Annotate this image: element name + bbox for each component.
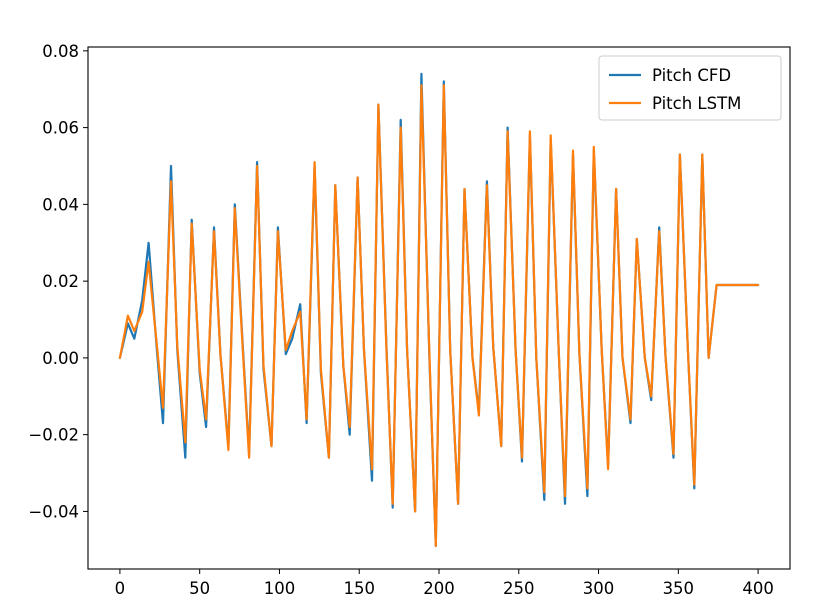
legend-box [598, 55, 782, 121]
y-tick-label: 0.00 [42, 349, 79, 368]
x-tick-label: 300 [583, 579, 615, 598]
x-tick-label: 50 [189, 579, 210, 598]
y-tick-label: 0.06 [42, 119, 79, 138]
x-tick-label: 0 [115, 579, 126, 598]
legend: Pitch CFD Pitch LSTM [598, 55, 782, 121]
x-tick-label: 350 [663, 579, 695, 598]
y-tick-label: −0.02 [28, 426, 79, 445]
series-layer [118, 72, 760, 548]
legend-label: Pitch LSTM [652, 94, 741, 113]
y-tick-label: 0.08 [42, 42, 79, 61]
legend-label: Pitch CFD [652, 66, 731, 85]
y-axis: −0.04 −0.02 0.00 0.02 0.04 0.06 0.08 [28, 42, 88, 521]
y-tick-label: 0.04 [42, 195, 79, 214]
x-tick-label: 250 [503, 579, 535, 598]
series-line-pitch-lstm [118, 84, 760, 548]
x-tick-label: 100 [264, 579, 296, 598]
x-tick-label: 200 [423, 579, 455, 598]
x-tick-label: 400 [742, 579, 774, 598]
x-tick-label: 150 [343, 579, 375, 598]
y-tick-label: 0.02 [42, 272, 79, 291]
x-axis: 0 50 100 150 200 250 300 350 400 [115, 569, 774, 598]
y-tick-label: −0.04 [28, 502, 79, 521]
